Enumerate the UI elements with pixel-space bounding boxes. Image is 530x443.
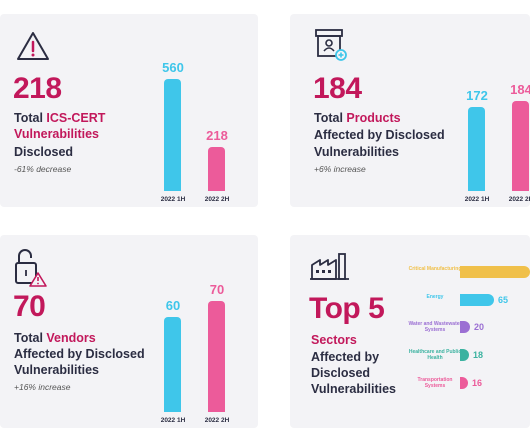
bar-2022-1h [468,107,485,191]
bar-2022-2h [208,301,225,412]
card2-line2: Affected by Disclosed [314,128,445,142]
card2-change-note: +6% increase [314,164,366,174]
warning-triangle-icon [17,32,49,60]
bar-2022-1h [164,79,181,191]
x-tick-label: 2022 1H [160,196,186,203]
card2-line1: Total Products [314,111,401,125]
x-tick-label: 2022 1H [160,417,186,424]
sector-value-label: 20 [474,322,485,332]
bar-2022-1h [164,317,181,412]
sector-label: Critical Manufacturing [408,266,462,272]
card4-line4: Vulnerabilities [311,382,396,396]
sector-value-label: 18 [473,350,484,360]
card4-line2: Affected by [311,350,380,364]
sector-label: Transportation Systems [417,377,453,389]
sector-bar [460,321,470,333]
unlocked-padlock-warning-icon [15,249,47,287]
card1-change-note: -61% decrease [14,164,72,174]
card3-line2: Affected by Disclosed [14,347,145,361]
bar-2022-2h [208,147,225,191]
affected-vendors-card: 70 Total Vendors Affected by Disclosed V… [0,235,258,428]
sector-bar [460,377,468,389]
card1-line2: Vulnerabilities [14,127,99,141]
sector-bar [460,349,469,361]
sector-value-label: 16 [472,378,483,388]
total-products-value: 184 [313,72,362,105]
bar-value-label: 218 [206,128,228,143]
total-vendors-value: 70 [13,290,46,323]
bar-value-label: 70 [209,282,225,297]
bar-value-label: 560 [162,60,184,75]
card4-line1: Sectors [311,333,357,347]
bar-2022-2h [512,101,529,191]
bar-value-label: 184 [510,82,530,97]
top-sectors-card: Top 5 Sectors Affected by Disclosed Vuln… [290,235,530,428]
card3-line1: Total Vendors [14,331,96,345]
x-tick-label: 2022 2H [204,417,230,424]
sector-label: Water and Wastewater Systems [408,321,462,333]
card1-line1: Total ICS-CERT [14,111,106,125]
top-sectors-value: Top 5 [309,292,385,325]
ics-cert-vulnerabilities-card: 218 Total ICS-CERT Vulnerabilities Discl… [0,14,258,207]
bar-value-label: 60 [165,298,181,313]
card3-change-note: +16% increase [14,382,71,392]
affected-products-card: 184 Total Products Affected by Disclosed… [290,14,530,207]
x-tick-label: 2022 2H [508,196,530,203]
sector-value-label: 65 [498,295,509,305]
x-tick-label: 2022 1H [464,196,490,203]
sector-bar [460,294,494,306]
sector-bar [460,266,530,278]
card3-line3: Vulnerabilities [14,363,99,377]
factory-icon [310,253,349,280]
card2-line3: Vulnerabilities [314,145,399,159]
bar-value-label: 172 [466,88,488,103]
card1-line3: Disclosed [14,145,74,159]
vendor-stand-icon [315,29,347,61]
sector-label: Healthcare and Public Health [408,349,462,361]
card4-line3: Disclosed [311,366,371,380]
total-vulnerabilities-value: 218 [13,72,62,105]
x-tick-label: 2022 2H [204,196,230,203]
sector-label: Energy [426,294,444,300]
